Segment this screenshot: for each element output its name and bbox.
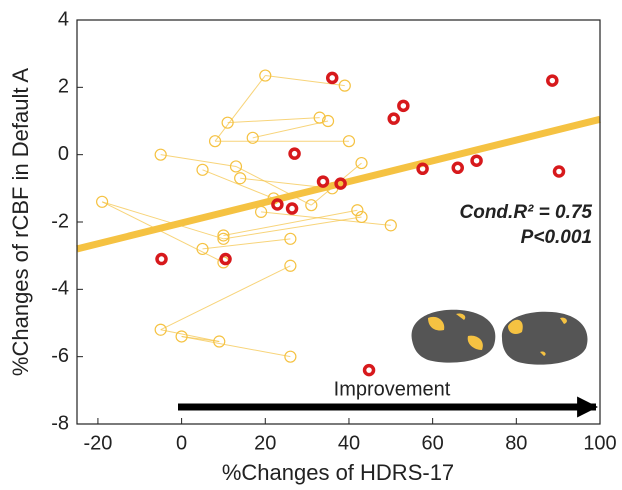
- point: [196, 163, 209, 176]
- point: [271, 198, 284, 211]
- plot-area: [76, 69, 601, 377]
- brain-image: [411, 309, 588, 365]
- connector: [202, 238, 291, 250]
- point: [254, 205, 268, 218]
- point: [313, 111, 326, 124]
- point: [246, 131, 259, 144]
- point: [384, 219, 397, 232]
- connector: [214, 75, 266, 142]
- point: [213, 335, 226, 348]
- connector: [160, 154, 237, 167]
- point: [416, 162, 429, 176]
- arrow-label: Improvement: [334, 378, 451, 400]
- point: [96, 195, 109, 208]
- x-axis-title: %Changes of HDRS-17: [222, 460, 454, 485]
- connector: [101, 201, 224, 263]
- connector: [252, 120, 329, 139]
- point: [546, 74, 559, 87]
- point: [154, 323, 167, 336]
- point: [217, 229, 230, 242]
- y-tick-label: 4: [58, 8, 69, 30]
- point: [284, 259, 297, 272]
- y-tick-label: -8: [51, 412, 69, 434]
- point: [338, 79, 351, 92]
- x-tick-label: 80: [505, 432, 527, 454]
- point: [221, 116, 234, 129]
- connector: [202, 169, 274, 199]
- y-tick-label: -6: [51, 345, 69, 367]
- connector: [101, 201, 224, 240]
- point: [351, 204, 364, 217]
- point: [397, 99, 410, 113]
- y-tick-label: -4: [51, 278, 69, 300]
- point: [288, 147, 301, 160]
- connector: [160, 329, 220, 343]
- point: [316, 175, 330, 188]
- point: [219, 252, 232, 266]
- point: [387, 112, 400, 125]
- point: [285, 202, 299, 215]
- y-axis-title: %Changes of rCBF in Default A: [8, 68, 33, 376]
- y-tick-label: 0: [58, 143, 69, 165]
- point: [325, 71, 339, 85]
- x-tick-label: 20: [254, 432, 276, 454]
- connector: [261, 211, 391, 226]
- point: [305, 199, 318, 212]
- stat-annotation: Cond.R² = 0.75: [460, 202, 593, 223]
- point: [321, 114, 335, 128]
- connector: [160, 265, 291, 331]
- point: [334, 177, 347, 190]
- x-tick-label: 40: [338, 432, 360, 454]
- point: [259, 69, 272, 82]
- point: [342, 135, 356, 148]
- point: [208, 135, 222, 148]
- y-tick-label: -2: [51, 210, 69, 232]
- point: [217, 232, 230, 245]
- connector: [223, 216, 362, 240]
- x-tick-label: -20: [83, 432, 112, 454]
- connector: [235, 166, 312, 206]
- point: [196, 242, 209, 256]
- point: [175, 330, 188, 343]
- connector: [227, 117, 320, 124]
- point: [355, 156, 368, 170]
- connector: [181, 335, 291, 358]
- point: [155, 252, 168, 266]
- x-tick-label: 60: [422, 432, 444, 454]
- point: [154, 148, 167, 161]
- connector: [223, 209, 358, 236]
- point: [284, 350, 297, 363]
- fit-line: [76, 115, 601, 253]
- point: [470, 154, 483, 167]
- x-tick-label: 100: [583, 432, 616, 454]
- point: [229, 160, 243, 173]
- stat-annotation: P<0.001: [521, 227, 592, 248]
- point: [355, 210, 368, 224]
- x-tick-label: 0: [176, 432, 187, 454]
- point: [284, 232, 297, 245]
- point: [362, 363, 376, 377]
- point: [552, 165, 566, 178]
- y-tick-label: 2: [58, 76, 69, 98]
- point: [234, 172, 247, 185]
- point: [451, 161, 464, 175]
